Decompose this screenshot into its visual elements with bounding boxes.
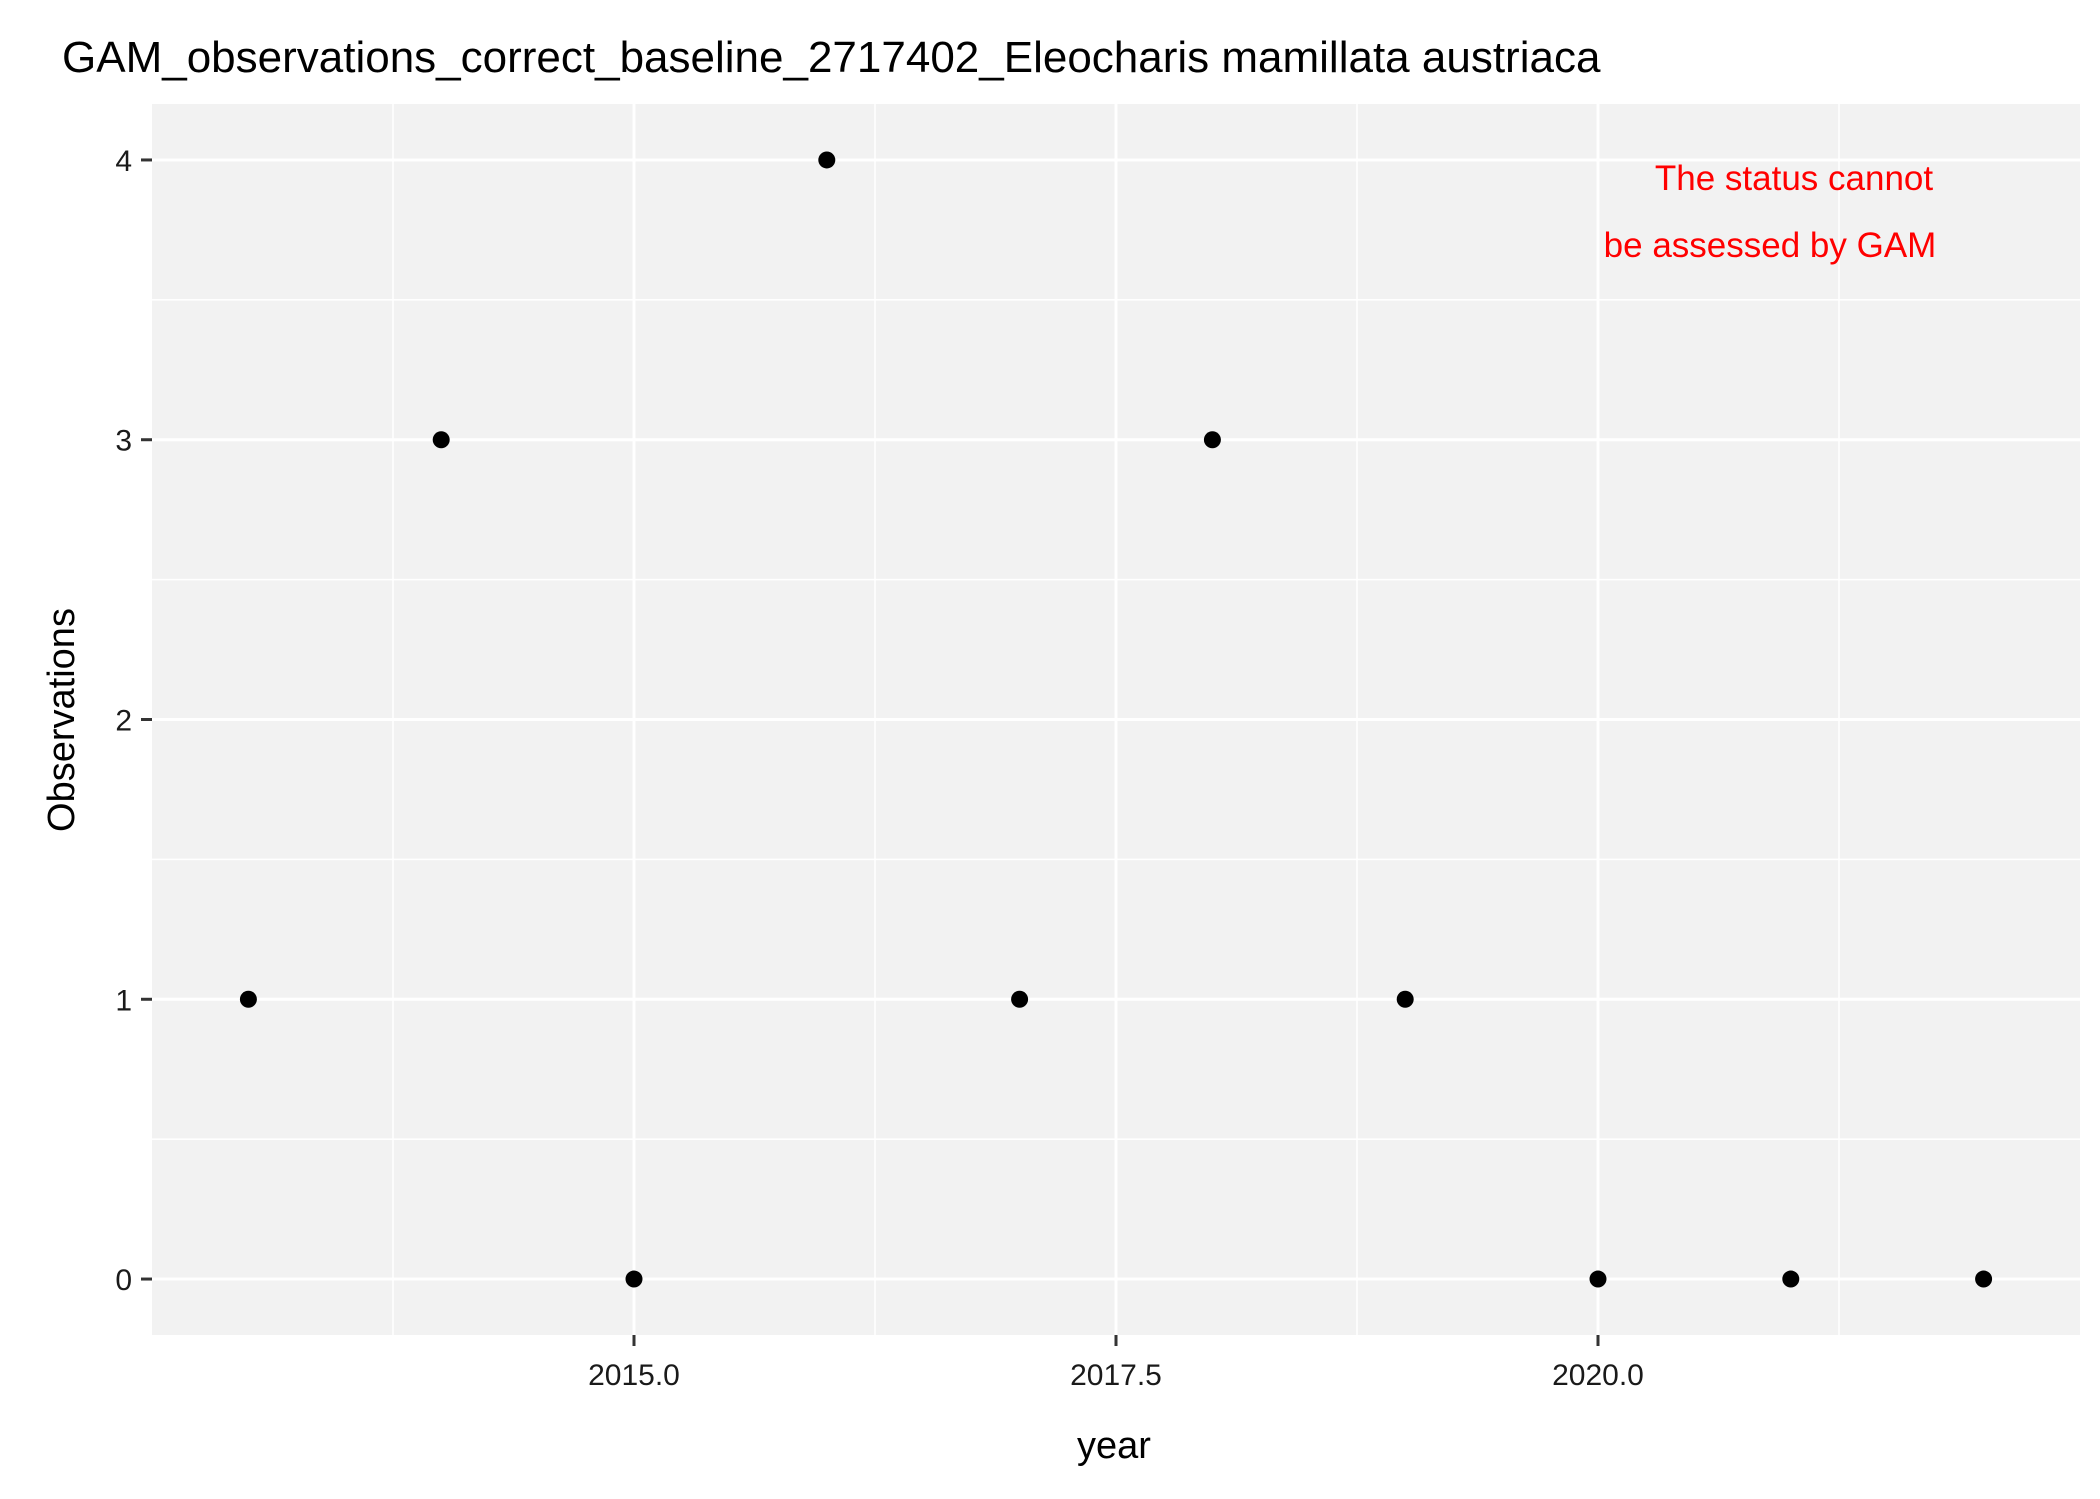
data-point <box>1975 1270 1993 1288</box>
y-tick-label: 3 <box>115 425 132 458</box>
data-point <box>1203 431 1221 449</box>
data-point <box>1011 990 1029 1008</box>
status-note-line-2: be assessed by GAM <box>1604 226 1937 265</box>
y-tick-label: 1 <box>115 984 132 1017</box>
status-note-line-1: The status cannot <box>1655 159 1933 198</box>
data-point <box>1396 990 1414 1008</box>
data-point <box>432 431 450 449</box>
chart-title: GAM_observations_correct_baseline_271740… <box>62 33 1601 82</box>
data-point <box>239 990 257 1008</box>
x-axis-title: year <box>1077 1425 1151 1467</box>
data-points <box>239 151 1993 1288</box>
data-point <box>1782 1270 1800 1288</box>
y-tick-label: 4 <box>115 145 132 178</box>
y-axis-title: Observations <box>41 608 83 832</box>
x-tick-label: 2020.0 <box>1552 1359 1644 1392</box>
y-tick-label: 2 <box>115 705 132 738</box>
y-axis: 0 1 2 3 4 <box>115 145 152 1297</box>
x-axis: 2015.0 2017.5 2020.0 <box>588 1335 1644 1392</box>
x-tick-label: 2015.0 <box>588 1359 680 1392</box>
data-point <box>625 1270 643 1288</box>
data-point <box>818 151 836 169</box>
x-tick-label: 2017.5 <box>1070 1359 1162 1392</box>
y-tick-label: 0 <box>115 1264 132 1297</box>
data-point <box>1589 1270 1607 1288</box>
major-gridlines <box>152 104 2080 1335</box>
